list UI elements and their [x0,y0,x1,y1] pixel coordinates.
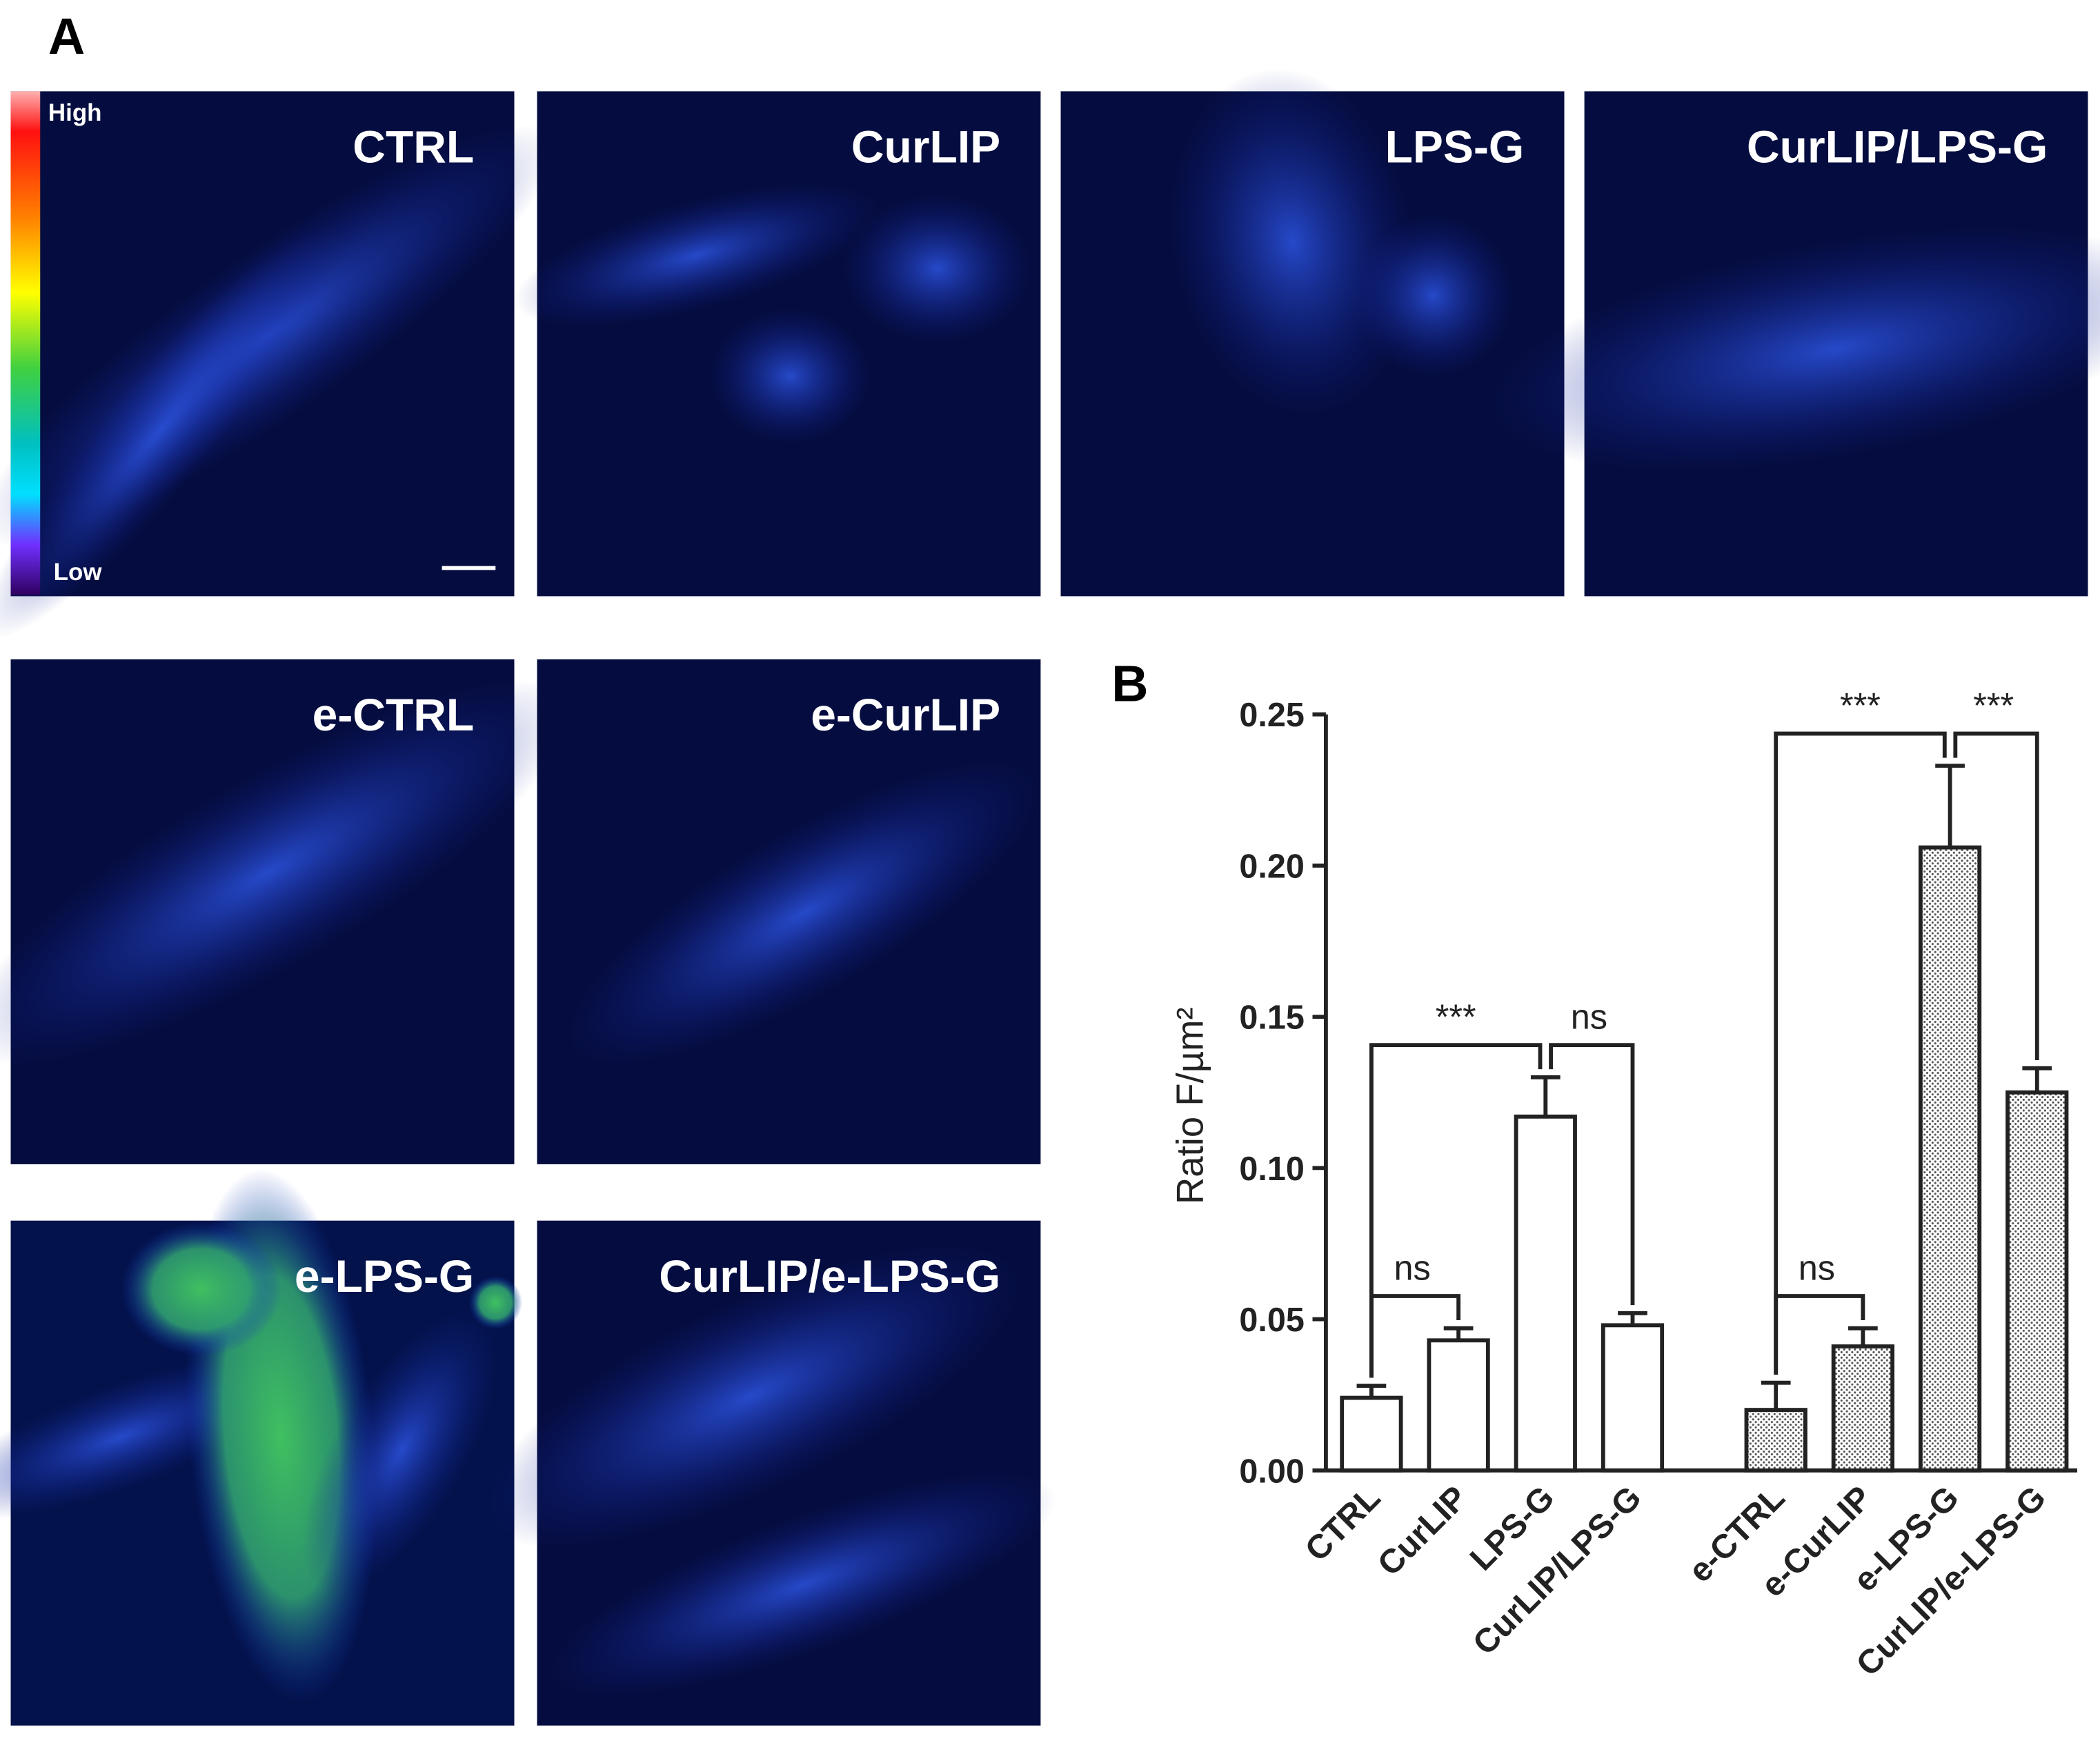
cell-glow [1169,68,1415,415]
significance-label: ns [1571,997,1607,1037]
panel-letter: A [48,8,85,65]
bar [1340,1395,1403,1473]
cell-glow [479,1245,1020,1548]
bar [1744,1408,1807,1473]
cell-glow [120,1222,281,1357]
image-label: e-CTRL [313,690,475,741]
image-label: LPS-G [1385,121,1525,172]
significance-bracket [1774,731,1947,1375]
bar [1601,1323,1665,1473]
y-tick-label: 0.10 [1239,1151,1304,1188]
significance-label: ns [1394,1248,1430,1288]
significance-label: *** [1840,686,1881,725]
image-label: e-LPS-G [295,1251,474,1302]
y-axis-label: Ratio F/µm² [1169,1007,1211,1204]
y-tick-label: 0.25 [1239,697,1304,734]
significance-label: ns [1799,1248,1835,1288]
bar [1427,1338,1490,1473]
image-label: CurLIP/e-LPS-G [659,1251,1000,1302]
y-tick-label: 0.00 [1239,1453,1304,1490]
cell-glow [468,1275,523,1330]
bar [1514,1114,1577,1473]
cell-glow [1491,227,2100,471]
image-label: CurLIP/LPS-G [1747,121,2048,172]
image-panels: CTRL CurLIP LPS-G CurLIP/LPS-G e-CTRL e-CurLI… [0,68,2100,1726]
image-label: CurLIP [851,121,1000,172]
significance-bracket [1953,731,2039,1061]
cell-glow [551,1473,1057,1696]
y-tick-label: 0.05 [1239,1302,1304,1339]
cell-glow [0,680,573,1066]
cell-glow [302,1306,502,1594]
colorbar-high: High [48,99,102,126]
significance-label: *** [1436,997,1476,1037]
significance-bracket [1369,1043,1543,1378]
image-label: CTRL [353,121,474,172]
x-tick-label: CurLIP [1371,1479,1475,1583]
cell-glow [568,761,1040,1065]
cell-glow [0,221,338,639]
bar [2005,1090,2069,1473]
colorbar-low: Low [54,559,103,586]
panel-letter: B [1111,655,1148,712]
cell-glow [709,308,871,444]
y-tick-label: 0.20 [1239,848,1304,885]
bar [1918,845,1982,1473]
significance-bracket [1549,1043,1635,1306]
cell-glow [844,195,1031,343]
y-tick-label: 0.15 [1239,999,1304,1037]
significance-label: *** [1973,686,2014,725]
bar [1831,1344,1895,1473]
image-label: e-CurLIP [811,690,1000,741]
colorbar [10,91,41,595]
cell-glow [1352,215,1514,377]
cell-glow [515,183,878,327]
